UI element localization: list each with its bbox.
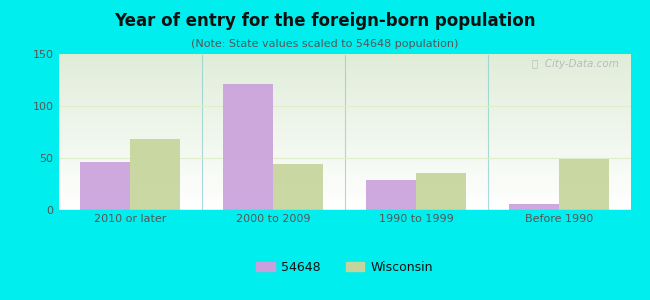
Bar (416, 172, 466, 210)
Bar (223, 84, 273, 210)
Bar (273, 164, 323, 210)
Bar (130, 139, 180, 210)
Legend: 54648, Wisconsin: 54648, Wisconsin (251, 256, 438, 279)
Bar (80, 162, 130, 210)
Text: Ⓢ  City-Data.com: Ⓢ City-Data.com (532, 59, 619, 69)
Bar (509, 204, 559, 210)
Text: Year of entry for the foreign-born population: Year of entry for the foreign-born popul… (114, 12, 536, 30)
Text: (Note: State values scaled to 54648 population): (Note: State values scaled to 54648 popu… (191, 39, 459, 49)
Bar (366, 180, 416, 210)
Bar (559, 159, 609, 210)
